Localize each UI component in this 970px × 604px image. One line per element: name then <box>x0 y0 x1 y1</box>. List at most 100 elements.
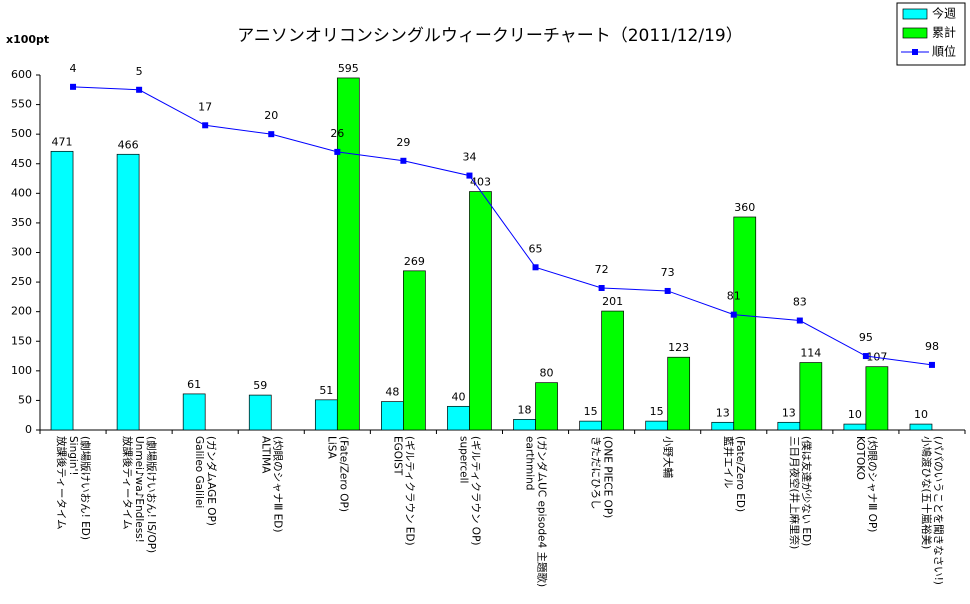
legend-swatch <box>912 49 918 55</box>
x-tick-label: supercell (ギルティクラウン OP) <box>457 436 482 546</box>
bar <box>601 310 624 431</box>
bar <box>116 153 140 431</box>
y-tick-label: 500 <box>11 127 32 140</box>
value-label: 13 <box>716 406 730 419</box>
value-label: 269 <box>404 255 425 268</box>
bar <box>50 150 74 431</box>
y-tick-label: 150 <box>11 334 32 347</box>
rank-marker <box>862 353 869 360</box>
y-tick-label: 250 <box>11 275 32 288</box>
x-tick-label: 放課後ティータイム Unmei♪wa♪Endless! (劇場版けいおん! IS… <box>121 436 158 554</box>
value-label: 466 <box>118 138 139 151</box>
x-tick-label: LiSA (Fate/Zero OP) <box>325 436 350 512</box>
y-tick-label: 600 <box>11 68 32 81</box>
value-label: 59 <box>253 379 267 392</box>
value-label: 114 <box>800 347 821 360</box>
bar <box>843 423 867 431</box>
y-tick-label: 350 <box>11 216 32 229</box>
value-label: 18 <box>518 403 532 416</box>
legend-swatch <box>902 27 928 39</box>
rank-marker <box>202 122 209 129</box>
bar <box>513 419 536 431</box>
rank-marker <box>730 311 737 318</box>
x-tick-label: 三日月夜空(井上麻里奈) (僕は友達が少ない ED) <box>787 436 812 550</box>
bar <box>711 421 735 431</box>
bar <box>535 382 558 431</box>
legend-label: 今週 <box>932 6 956 21</box>
x-tick-label: earthmind (ガンダムUC episode4 主題歌) <box>523 436 548 588</box>
value-label: 123 <box>668 341 689 354</box>
value-label: 10 <box>914 408 928 421</box>
rank-marker <box>334 148 341 155</box>
value-label: 40 <box>451 390 465 403</box>
y-tick-label: 50 <box>18 393 32 406</box>
y-tick-label: 200 <box>11 305 32 318</box>
rank-marker <box>268 131 275 138</box>
bar <box>381 401 404 431</box>
bar <box>182 393 206 431</box>
rank-marker <box>532 264 539 271</box>
y-axis-unit: x100pt <box>6 33 49 46</box>
x-tick-label: 放課後ティータイム Singin'! (劇場版けいおん! ED) <box>55 436 92 540</box>
bar <box>799 362 823 431</box>
value-label: 29 <box>396 136 410 149</box>
value-label: 20 <box>264 109 278 122</box>
value-label: 471 <box>52 135 73 148</box>
rank-marker <box>598 285 605 291</box>
value-label: 17 <box>198 100 212 113</box>
rank-marker <box>70 83 77 90</box>
x-tick-label: 小鳩渡ひな(五十嵐裕美) (パパのいうことを聞きなさい!) <box>919 436 944 585</box>
bar <box>733 216 757 431</box>
value-label: 5 <box>136 65 143 78</box>
y-tick-label: 400 <box>11 186 32 199</box>
x-tick-label: ALTIMA (灼眼のシャナⅢ ED) <box>259 436 284 533</box>
y-tick-label: 300 <box>11 246 32 259</box>
bar <box>248 394 272 431</box>
value-label: 83 <box>793 296 807 309</box>
value-label: 595 <box>338 62 359 75</box>
bar <box>579 420 602 431</box>
bar <box>667 356 691 431</box>
chart-title: アニソンオリコンシングルウィークリーチャート（2011/12/19） <box>237 26 742 46</box>
value-label: 34 <box>462 151 476 164</box>
legend-label: 順位 <box>932 44 956 59</box>
x-tick-label: 小野大輔 <box>661 436 674 478</box>
bar <box>314 399 338 431</box>
value-label: 95 <box>859 331 873 344</box>
y-tick-label: 450 <box>11 157 32 170</box>
y-tick-label: 0 <box>25 423 32 436</box>
bar <box>447 405 470 431</box>
rank-marker <box>664 287 671 294</box>
y-tick-label: 100 <box>11 364 32 377</box>
rank-marker <box>796 317 803 324</box>
value-label: 72 <box>595 263 609 276</box>
value-label: 98 <box>925 340 939 353</box>
rank-marker <box>400 157 407 164</box>
value-label: 360 <box>734 201 755 214</box>
value-label: 80 <box>540 367 554 380</box>
legend-swatch <box>902 8 928 20</box>
value-label: 73 <box>661 266 675 279</box>
value-label: 15 <box>650 405 664 418</box>
value-label: 10 <box>848 408 862 421</box>
plot-area <box>40 75 965 430</box>
value-label: 201 <box>602 295 623 308</box>
value-label: 13 <box>782 406 796 419</box>
value-label: 51 <box>319 384 333 397</box>
rank-line <box>73 86 933 366</box>
x-tick-label: Galileo Galilei (ガンダムAGE OP) <box>193 436 218 526</box>
value-label: 61 <box>187 378 201 391</box>
value-label: 81 <box>727 290 741 303</box>
value-label: 4 <box>70 62 77 75</box>
x-tick-label: 藍井エイル (Fate/Zero ED) <box>721 436 746 513</box>
bar <box>403 270 426 431</box>
value-label: 403 <box>470 176 491 189</box>
bar <box>645 420 669 431</box>
x-tick-label: きただにひろし (ONE PIECE OP) <box>589 436 614 519</box>
value-label: 26 <box>330 127 344 140</box>
legend-label: 累計 <box>932 25 956 40</box>
value-label: 15 <box>584 405 598 418</box>
bar <box>777 421 801 431</box>
